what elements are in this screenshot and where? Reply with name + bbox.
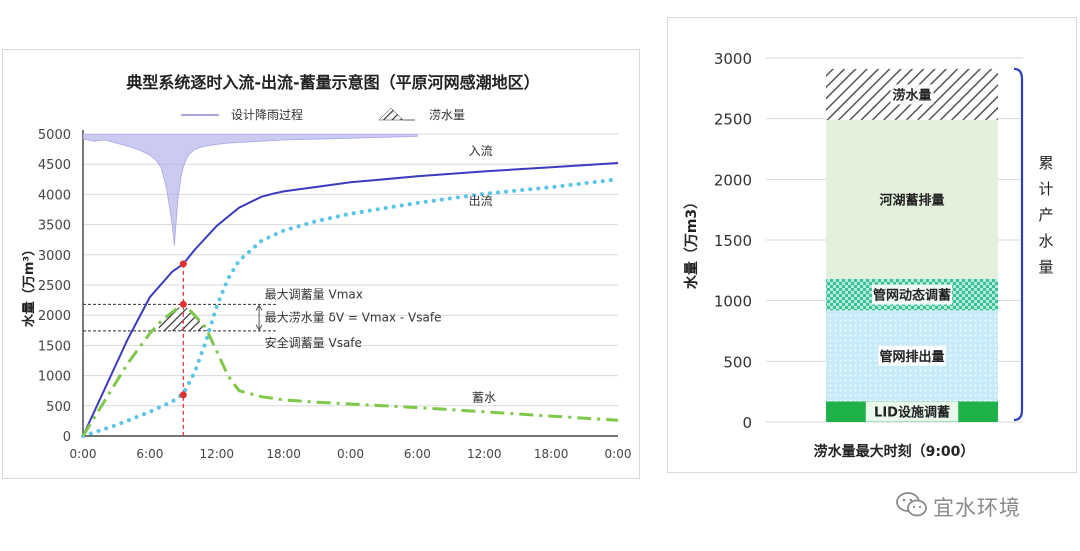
y-tick-label: 2500: [38, 279, 71, 294]
x-tick-label: 0:00: [605, 447, 632, 461]
right-chart-panel: 水量（万m3） 0 500 1000 1500 2000 2500 3000 LID设施调蓄…: [667, 17, 1077, 473]
wechat-icon: [896, 492, 927, 517]
y-tick-label: 1000: [714, 293, 752, 311]
segment-label-bg: [878, 345, 946, 366]
y-tick-label: 0: [63, 430, 71, 445]
y-tick-label: 5000: [38, 128, 71, 143]
bracket-label-char: 水: [1038, 232, 1053, 250]
series-label-storage: 蓄水: [472, 391, 496, 405]
segment-label-bg: [865, 401, 959, 422]
series-label-inflow: 入流: [469, 144, 493, 158]
segment-label: 管网排出量: [879, 349, 944, 365]
segment-label: 涝水量: [892, 87, 931, 103]
x-tick-label: 18:00: [266, 447, 301, 461]
delta-arrowhead-top: [255, 304, 263, 311]
x-tick-label: 18:00: [534, 447, 569, 461]
rainfall-area: [83, 134, 418, 246]
marker-point: [179, 260, 187, 268]
label-delta-v: 最大涝水量 δV = Vmax - Vsafe: [265, 311, 442, 325]
x-tick-label: 6:00: [404, 447, 431, 461]
y-axis-label-right: 水量（万m3）: [683, 195, 700, 289]
watermark-text: 宜水环境: [933, 496, 1021, 520]
bracket-label-char: 产: [1038, 206, 1053, 224]
y-tick-label: 1500: [38, 339, 71, 354]
label-vsafe: 安全调蓄量 Vsafe: [265, 335, 362, 350]
y-tick-label: 3500: [38, 219, 71, 234]
y-tick-label: 3000: [38, 249, 71, 264]
segment-label: 管网动态调蓄: [873, 288, 951, 304]
series-label-outflow: 出流: [469, 194, 493, 208]
segment-label: 河湖蓄排量: [879, 192, 944, 208]
y-tick-label: 4000: [38, 188, 71, 203]
legend-rain-label: 设计降雨过程: [231, 107, 303, 122]
y-tick-label: 4500: [38, 158, 71, 173]
x-tick-label: 0:00: [70, 447, 97, 461]
y-tick-label: 1000: [38, 370, 71, 385]
series-line-storage: [81, 304, 619, 437]
cumulative-bracket: [1013, 67, 1024, 422]
stacked-bar-chart: 水量（万m3） 0 500 1000 1500 2000 2500 3000 LID设施调蓄…: [683, 50, 1054, 460]
y-tick-label: 500: [46, 400, 71, 415]
y-tick-label: 1500: [714, 232, 752, 250]
y-tick-label: 2000: [38, 309, 71, 324]
segment-label-bg: [871, 284, 953, 305]
delta-arrowhead-bottom: [255, 324, 263, 331]
legend-hatch-swatch: [378, 107, 415, 121]
left-chart-panel: 典型系统逐时入流-出流-蓄量示意图（平原河网感潮地区） 设计降雨过程 涝水量 水…: [2, 49, 640, 479]
y-tick-label: 3000: [714, 50, 752, 68]
marker-point: [179, 391, 187, 399]
bracket-label-char: 量: [1038, 258, 1053, 276]
y-tick-label: 0: [742, 414, 752, 432]
series-line-outflow: [81, 177, 620, 438]
x-tick-label: 0:00: [337, 447, 364, 461]
x-tick-label: 6:00: [136, 447, 163, 461]
segment-label-bg: [890, 84, 934, 105]
y-tick-label: 500: [723, 353, 752, 371]
watermark: 宜水环境: [895, 488, 1075, 524]
label-vmax: 最大调蓄量 Vmax: [265, 287, 363, 301]
x-tick-label: 12:00: [199, 447, 234, 461]
x-category-label: 涝水量最大时刻（9:00）: [814, 443, 975, 460]
bracket-label-char: 计: [1038, 180, 1053, 198]
legend-hatch-label: 涝水量: [429, 108, 465, 122]
bracket-label-char: 累: [1038, 154, 1053, 172]
line-chart: 典型系统逐时入流-出流-蓄量示意图（平原河网感潮地区） 设计降雨过程 涝水量 水…: [21, 73, 632, 461]
marker-point: [179, 300, 187, 308]
segment-label: LID设施调蓄: [874, 405, 950, 421]
y-tick-label: 2500: [714, 111, 752, 129]
y-tick-label: 2000: [714, 171, 752, 189]
waterlog-hatch-area: [158, 306, 208, 331]
bar-segment-river-lake: [826, 119, 998, 279]
chart-title: 典型系统逐时入流-出流-蓄量示意图（平原河网感潮地区）: [126, 73, 539, 92]
x-tick-label: 12:00: [467, 447, 502, 461]
y-axis-label: 水量（万m³）: [21, 243, 37, 327]
series-line-inflow: [82, 162, 619, 437]
